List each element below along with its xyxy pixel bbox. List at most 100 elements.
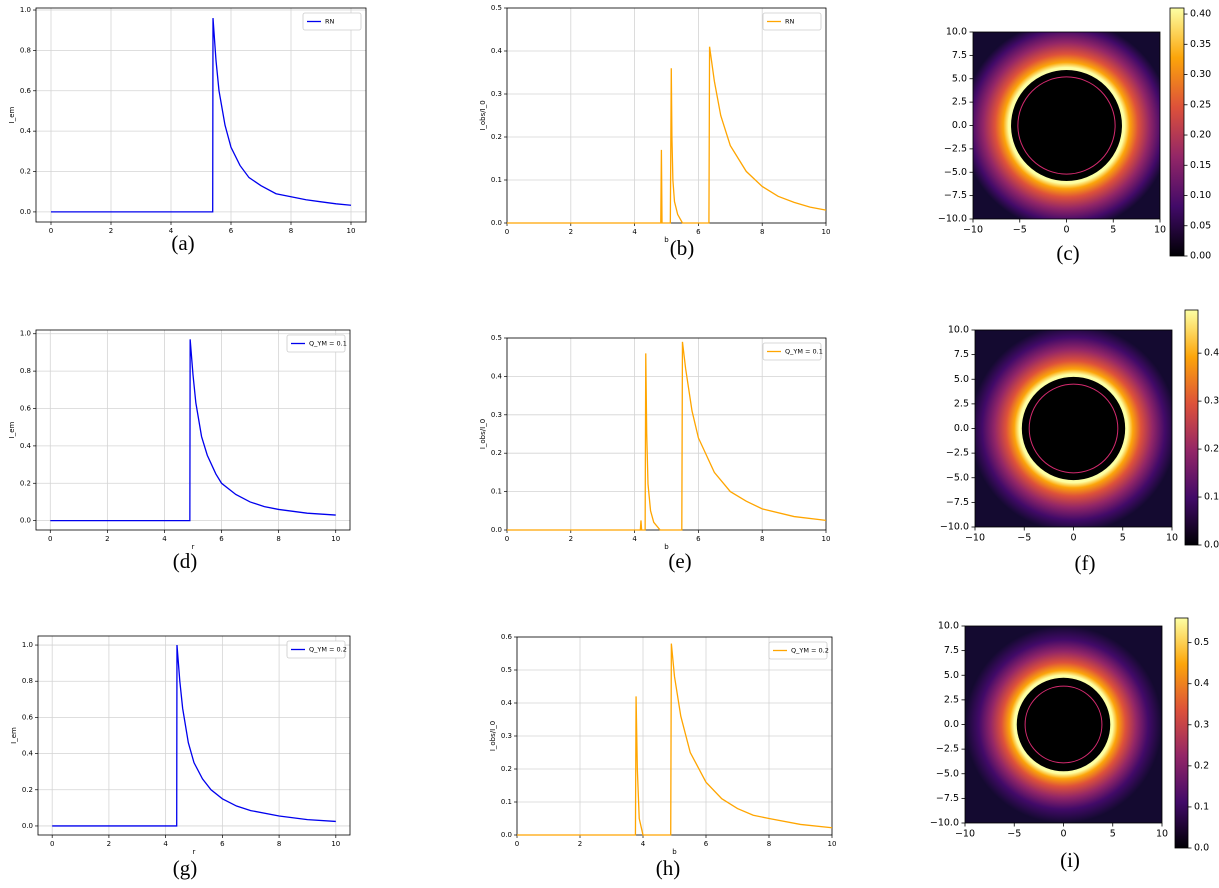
x-tick-label: 0 — [505, 535, 509, 543]
panel-caption: (g) — [173, 856, 198, 880]
y-tick-label: 2.5 — [952, 97, 967, 108]
x-tick-label: 4 — [163, 840, 168, 848]
legend-box — [762, 342, 822, 361]
y-tick-label: 10.0 — [938, 621, 959, 632]
x-tick-label: 8 — [289, 227, 293, 235]
y-tick-label: 0.5 — [501, 666, 512, 674]
shadow-ring — [1014, 675, 1113, 774]
x-tick-label: 5 — [1120, 533, 1126, 544]
x-tick-label: 2 — [578, 840, 582, 848]
x-axis-label: b — [664, 236, 669, 244]
y-tick-label: 5.0 — [952, 73, 967, 84]
axes-frame — [506, 337, 827, 531]
x-tick-label: −10 — [965, 533, 985, 544]
panel-caption: (e) — [668, 549, 691, 573]
image — [973, 32, 1160, 219]
x-tick-label: 2 — [569, 228, 573, 236]
x-tick-label: 10 — [331, 535, 340, 543]
legend-box — [762, 12, 822, 31]
y-tick-label: 2.5 — [944, 694, 959, 705]
y-tick-label: 0.6 — [20, 87, 32, 95]
legend-label: Q_YM = 0.2 — [791, 647, 829, 655]
y-tick-label: 1.0 — [22, 641, 33, 649]
x-tick-label: 4 — [632, 228, 637, 236]
photon-ring — [1017, 76, 1116, 175]
x-tick-label: 0 — [50, 840, 54, 848]
axes-frame — [35, 329, 351, 531]
x-tick-label: −5 — [1017, 533, 1031, 544]
colorbar-tick-label: 0.0 — [1194, 843, 1209, 854]
x-tick-label: 6 — [229, 227, 234, 235]
colorbar-tick-label: 0.10 — [1190, 190, 1211, 201]
x-tick-label: 5 — [1110, 829, 1116, 840]
x-tick-label: 6 — [219, 535, 224, 543]
y-tick-label: −5.0 — [936, 768, 959, 779]
y-tick-label: 10.0 — [946, 27, 967, 38]
x-tick-label: 0 — [515, 840, 519, 848]
x-tick-label: 0 — [1060, 829, 1066, 840]
legend-box — [302, 12, 362, 31]
image — [975, 330, 1172, 527]
x-tick-label: 0 — [49, 227, 53, 235]
x-axis-label: b — [664, 543, 669, 551]
legend-label: RN — [785, 18, 795, 26]
x-tick-label: 10 — [331, 840, 340, 848]
colorbar-tick-label: 0.5 — [1194, 637, 1209, 648]
y-tick-label: 0.3 — [491, 411, 502, 419]
y-tick-label: 0.4 — [501, 699, 513, 707]
y-tick-label: 0.4 — [20, 127, 32, 135]
colorbar-tick-label: 0.00 — [1190, 251, 1211, 262]
colorbar-tick-label: 0.40 — [1190, 9, 1211, 20]
colorbar-tick-label: 0.1 — [1204, 492, 1219, 503]
y-tick-label: 0.3 — [501, 732, 512, 740]
x-tick-label: 0 — [505, 228, 509, 236]
colorbar-tick-label: 0.4 — [1204, 348, 1219, 359]
y-axis-label: I_em — [10, 727, 18, 744]
y-tick-label: −7.5 — [936, 793, 959, 804]
y-axis-label: I_em — [8, 106, 16, 123]
data-line — [517, 643, 833, 836]
colorbar — [1169, 7, 1185, 257]
x-tick-label: 10 — [822, 228, 831, 236]
colorbar-tick-label: 0.15 — [1190, 160, 1211, 171]
x-tick-label: 8 — [760, 535, 764, 543]
y-tick-label: 0.2 — [22, 786, 33, 794]
y-tick-label: 0.0 — [954, 423, 969, 434]
x-tick-label: −10 — [963, 225, 983, 236]
y-tick-label: 0.0 — [944, 719, 959, 730]
y-tick-label: 0.0 — [491, 219, 502, 227]
y-tick-label: 0.4 — [491, 47, 503, 55]
y-tick-label: 0.2 — [501, 765, 512, 773]
x-tick-label: 8 — [767, 840, 771, 848]
x-axis-label: b — [672, 848, 677, 856]
y-tick-label: 0.6 — [501, 633, 513, 641]
y-tick-label: 0.5 — [491, 334, 502, 342]
x-tick-label: 8 — [277, 840, 281, 848]
y-tick-label: 1.0 — [20, 6, 31, 14]
y-tick-label: 7.5 — [944, 645, 959, 656]
axes-frame — [516, 636, 833, 836]
shadow-ring — [1019, 374, 1128, 483]
panel-caption: (f) — [1075, 551, 1096, 575]
colorbar-tick-label: 0.2 — [1204, 444, 1219, 455]
y-tick-label: 0.4 — [491, 372, 503, 380]
y-axis-label: I_obs/I_0 — [489, 721, 497, 751]
x-tick-label: 2 — [107, 840, 111, 848]
colorbar-tick-label: 0.35 — [1190, 39, 1211, 50]
y-tick-label: 0.2 — [20, 168, 31, 176]
y-tick-label: 0.2 — [491, 449, 502, 457]
colorbar-tick-label: 0.20 — [1190, 130, 1211, 141]
colorbar — [1184, 309, 1199, 546]
panel-caption: (h) — [656, 856, 681, 880]
y-tick-label: −10.0 — [940, 522, 969, 533]
y-tick-label: 7.5 — [954, 349, 969, 360]
y-tick-label: 0.5 — [491, 4, 502, 12]
data-line — [507, 46, 827, 224]
panel-caption: (b) — [670, 236, 695, 260]
y-axis-label: I_obs/I_0 — [479, 419, 487, 449]
x-tick-label: 4 — [641, 840, 646, 848]
x-tick-label: −5 — [1007, 829, 1021, 840]
y-tick-label: 0.3 — [491, 90, 502, 98]
y-tick-label: 5.0 — [944, 670, 959, 681]
